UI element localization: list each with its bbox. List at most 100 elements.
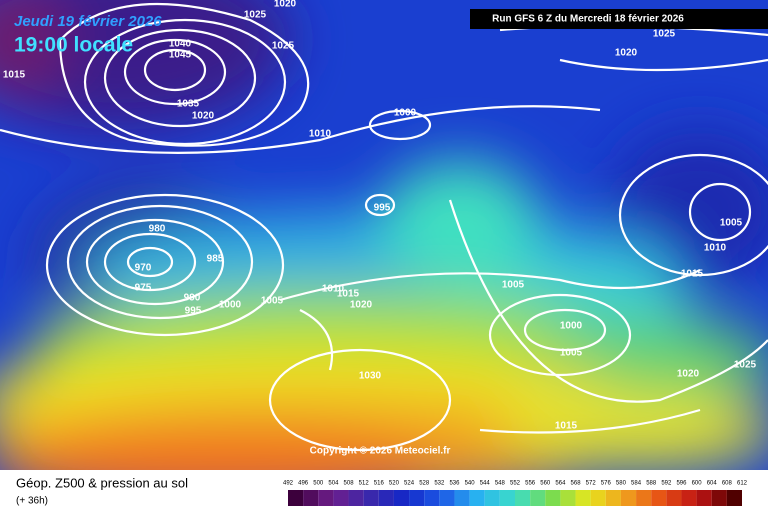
colorbar-cell bbox=[469, 490, 485, 506]
colorbar-label: 496 bbox=[298, 481, 309, 487]
colorbar-cell bbox=[605, 490, 621, 506]
footer-title: Géop. Z500 & pression au sol bbox=[16, 475, 188, 490]
colorbar-cell bbox=[393, 490, 410, 506]
isobar-label: 1040 bbox=[169, 39, 192, 50]
isobar-label: 995 bbox=[374, 203, 391, 214]
colorbar-label: 544 bbox=[480, 481, 491, 487]
isobar-label: 975 bbox=[135, 283, 152, 294]
isobar-label: 1020 bbox=[274, 0, 297, 10]
isobar-label: 990 bbox=[184, 293, 201, 304]
isobar-label: 1010 bbox=[322, 284, 345, 295]
isobar-label: 1000 bbox=[394, 108, 417, 119]
colorbar-label: 504 bbox=[328, 481, 339, 487]
isobar-label: 1010 bbox=[309, 129, 332, 140]
isobar-label: 985 bbox=[207, 254, 224, 265]
colorbar-label: 516 bbox=[374, 481, 385, 487]
colorbar-label: 592 bbox=[661, 481, 672, 487]
isobar-label: 1035 bbox=[177, 99, 200, 110]
colorbar-cell bbox=[499, 490, 515, 506]
colorbar-label: 512 bbox=[359, 481, 370, 487]
isobar-label: 1020 bbox=[192, 111, 215, 122]
colorbar-label: 508 bbox=[344, 481, 355, 487]
isobar-label: 1015 bbox=[555, 421, 578, 432]
isobar-label: 1005 bbox=[720, 218, 743, 229]
run-info: Run GFS 6 Z du Mercredi 18 février 2026 bbox=[492, 14, 684, 25]
isobars bbox=[0, 2, 768, 452]
colorbar-cell bbox=[530, 490, 546, 506]
colorbar-label: 560 bbox=[540, 481, 551, 487]
colorbar-cell bbox=[545, 490, 561, 506]
colorbar-label: 524 bbox=[404, 481, 415, 487]
isobar-label: 995 bbox=[185, 306, 202, 317]
colorbar-cell bbox=[303, 490, 319, 506]
colorbar-label: 584 bbox=[631, 481, 642, 487]
isobar-label: 1025 bbox=[272, 41, 295, 52]
colorbar-cell bbox=[726, 490, 742, 506]
colorbar-cell bbox=[454, 490, 470, 506]
isobar-label: 970 bbox=[135, 263, 152, 274]
isobar-label: 1045 bbox=[169, 50, 192, 61]
isobar-label: 1000 bbox=[219, 300, 242, 311]
colorbar-cell bbox=[651, 490, 667, 506]
colorbar-cell bbox=[439, 490, 455, 506]
colorbar-cell bbox=[711, 490, 727, 506]
run-box bbox=[470, 9, 768, 29]
colorbar-cell bbox=[666, 490, 682, 506]
isobar-label: 1020 bbox=[677, 369, 700, 380]
colorbar-label: 580 bbox=[616, 481, 627, 487]
colorbar-cell bbox=[378, 490, 394, 506]
isobar-label: 1000 bbox=[560, 321, 583, 332]
colorbar-label: 588 bbox=[646, 481, 657, 487]
colorbar-label: 568 bbox=[571, 481, 582, 487]
colorbar-cell bbox=[333, 490, 349, 506]
copyright: Copyright © 2026 Meteociel.fr bbox=[310, 446, 451, 457]
colorbar-label: 576 bbox=[601, 481, 612, 487]
colorbar-label: 612 bbox=[737, 481, 748, 487]
colorbar-cell bbox=[484, 490, 500, 506]
colorbar-cell bbox=[318, 490, 334, 506]
colorbar-label: 492 bbox=[283, 481, 294, 487]
isobar-label: 1005 bbox=[502, 280, 525, 291]
colorbar-cell bbox=[575, 490, 591, 506]
isobar-label: 1015 bbox=[681, 269, 704, 280]
colorbar-label: 564 bbox=[555, 481, 566, 487]
isobar-label: 1030 bbox=[359, 371, 382, 382]
colorbar-cell bbox=[363, 490, 379, 506]
colorbar-cell bbox=[620, 490, 637, 506]
colorbar-cell bbox=[348, 490, 364, 506]
colorbar-cell bbox=[409, 490, 425, 506]
colorbar-label: 548 bbox=[495, 481, 506, 487]
isobar-label: 980 bbox=[149, 224, 166, 235]
colorbar-cell bbox=[515, 490, 531, 506]
isobar-label: 1020 bbox=[615, 48, 638, 59]
colorbar-cell bbox=[636, 490, 652, 506]
isobar-label: 1005 bbox=[261, 296, 284, 307]
colorbar-label: 536 bbox=[449, 481, 460, 487]
footer-lead: (+ 36h) bbox=[16, 496, 48, 507]
colorbar-label: 540 bbox=[465, 481, 476, 487]
isobar-label: 1025 bbox=[734, 360, 757, 371]
colorbar-label: 528 bbox=[419, 481, 430, 487]
isobar-label: 1015 bbox=[3, 70, 26, 81]
colorbar-label: 520 bbox=[389, 481, 400, 487]
isobar-label: 1005 bbox=[560, 348, 583, 359]
map-date: Jeudi 19 février 2026 bbox=[14, 13, 162, 30]
colorbar-label: 604 bbox=[707, 481, 718, 487]
isobar-label: 1020 bbox=[350, 300, 373, 311]
colorbar: 492 496 500 504 508 512 516 520 524 528 532 536 540 5… bbox=[283, 481, 748, 506]
colorbar-label: 552 bbox=[510, 481, 521, 487]
isobar-label: 1010 bbox=[704, 243, 727, 254]
colorbar-label: 572 bbox=[586, 481, 597, 487]
isobar-label: 1025 bbox=[653, 29, 676, 40]
colorbar-cell bbox=[696, 490, 712, 506]
colorbar-label: 556 bbox=[525, 481, 536, 487]
colorbar-label: 500 bbox=[313, 481, 324, 487]
colorbar-label: 600 bbox=[692, 481, 703, 487]
colorbar-cell bbox=[590, 490, 606, 506]
colorbar-label: 532 bbox=[434, 481, 445, 487]
isobar-label: 1015 bbox=[337, 289, 360, 300]
colorbar-cell bbox=[288, 490, 304, 506]
